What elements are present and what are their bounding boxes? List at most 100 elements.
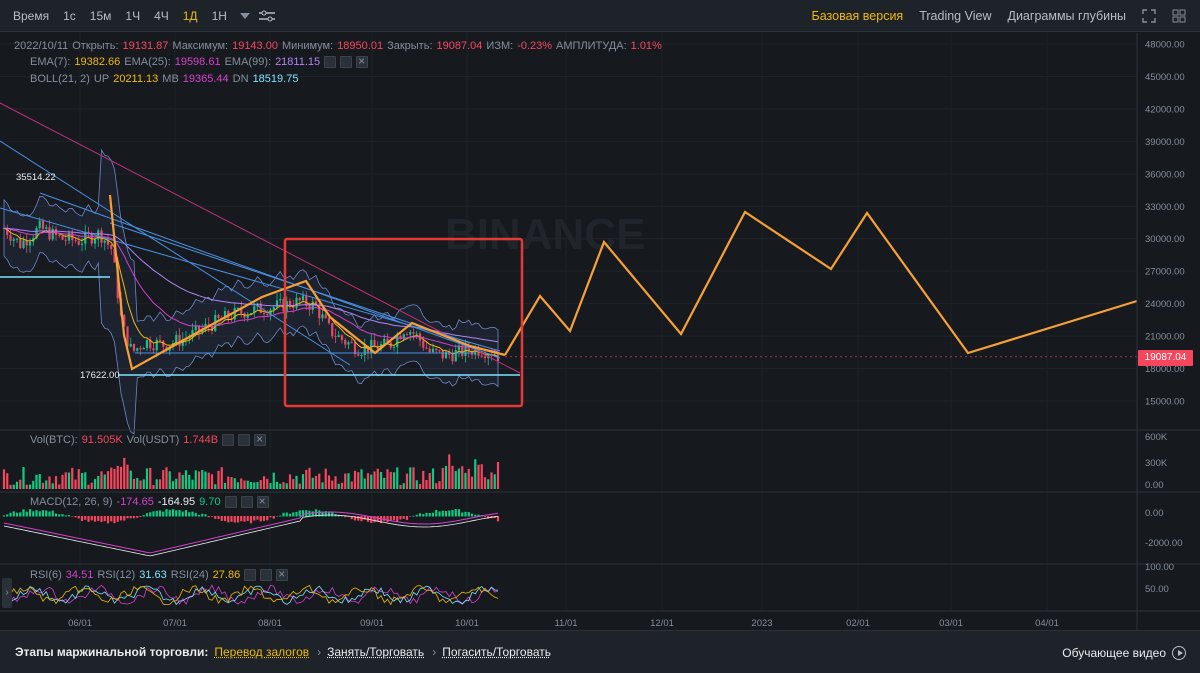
step-repay-trade[interactable]: Погасить/Торговать (442, 645, 551, 659)
macd-histogram-bar (175, 510, 177, 516)
macd-histogram-bar (6, 514, 8, 516)
volume-bar (279, 484, 281, 489)
volume-bar (338, 484, 340, 489)
volume-bar (217, 471, 219, 489)
volume-bar (468, 469, 470, 489)
eye-icon[interactable] (244, 569, 256, 581)
macd-histogram-bar (471, 514, 473, 517)
macd-hist-value: 9.70 (199, 496, 220, 508)
view-tradingview[interactable]: Trading View (911, 0, 999, 32)
eye-icon[interactable] (324, 56, 336, 68)
view-depth[interactable]: Диаграммы глубины (999, 0, 1134, 32)
eye-icon[interactable] (222, 434, 234, 446)
volume-bar (429, 473, 431, 489)
step-transfer-collateral[interactable]: Перевод залогов (214, 645, 309, 659)
macd-histogram-bar (195, 513, 197, 517)
interval-15m[interactable]: 15м (83, 0, 119, 32)
interval-1d[interactable]: 1Д (176, 0, 205, 32)
volume-bar (240, 479, 242, 489)
binance-watermark: BINANCE (445, 210, 645, 259)
volume-bar (269, 483, 271, 489)
vol-btc-label: Vol(BTC): (30, 434, 78, 446)
interval-1h[interactable]: 1Ч (118, 0, 147, 32)
interval-1w[interactable]: 1Н (205, 0, 234, 32)
settings-sliders-icon[interactable] (256, 0, 278, 32)
macd-histogram-bar (185, 510, 187, 516)
eye-icon[interactable] (225, 496, 237, 508)
ema99-label: EMA(99): (225, 56, 271, 68)
macd-histogram-bar (191, 512, 193, 517)
view-basic[interactable]: Базовая версия (804, 0, 912, 32)
settings-icon[interactable] (238, 434, 250, 446)
macd-histogram-bar (282, 513, 284, 517)
chevron-down-icon[interactable] (234, 0, 256, 32)
macd-histogram-bar (419, 513, 421, 516)
volume-bar (110, 468, 112, 489)
macd-histogram-bar (71, 516, 73, 517)
expand-icon[interactable] (1134, 0, 1164, 32)
grid-layout-icon[interactable] (1164, 0, 1194, 32)
close-icon[interactable] (356, 56, 368, 68)
close-icon[interactable] (254, 434, 266, 446)
macd-histogram-bar (149, 512, 151, 516)
chevron-right-icon: › (317, 645, 321, 659)
boll-mb-value: 19365.44 (183, 73, 229, 85)
close-icon[interactable] (276, 569, 288, 581)
tutorial-video-link[interactable]: Обучающее видео (1062, 631, 1186, 673)
vol-legend: Vol(BTC): 91.505K Vol(USDT) 1.744B (30, 434, 270, 446)
volume-bar (55, 476, 57, 489)
interval-time[interactable]: Время (6, 0, 56, 32)
price-tick-label: 15000.00 (1145, 397, 1185, 408)
price-tick-label: 48000.00 (1145, 40, 1185, 51)
interval-1s[interactable]: 1с (56, 0, 83, 32)
macd-histogram-bar (188, 512, 190, 516)
chart-area[interactable]: BINANCE 35514.22 17622.00 48000.00 45000.0… (0, 33, 1200, 630)
volume-bar (422, 471, 424, 489)
collapse-panel-handle[interactable]: › (2, 578, 12, 608)
close-icon[interactable] (257, 496, 269, 508)
macd-histogram-bar (169, 510, 171, 516)
volume-bar (328, 475, 330, 489)
settings-icon[interactable] (260, 569, 272, 581)
interval-4h[interactable]: 4Ч (147, 0, 176, 32)
macd-histogram-bar (97, 516, 99, 521)
macd-histogram-bar (292, 512, 294, 516)
macd-histogram-bar (393, 516, 395, 520)
volume-bar (432, 468, 434, 489)
step-borrow-trade[interactable]: Занять/Торговать (327, 645, 424, 659)
volume-bar (364, 479, 366, 489)
volume-bar (130, 471, 132, 489)
macd-histogram-bar (16, 513, 18, 517)
volume-bar (26, 485, 28, 489)
volume-bar (29, 485, 31, 489)
macd-histogram-bar (360, 516, 362, 521)
volume-bar (406, 474, 408, 489)
volume-bar (175, 479, 177, 489)
macd-histogram-bar (48, 512, 50, 517)
macd-histogram-bar (52, 511, 54, 517)
settings-icon[interactable] (340, 56, 352, 68)
volume-bar (87, 485, 89, 489)
vol-usdt-value: 1.744B (183, 434, 218, 446)
time-tick-label: 07/01 (163, 618, 187, 629)
time-tick-label: 12/01 (650, 618, 674, 629)
macd-histogram-bar (13, 511, 15, 516)
volume-bar (61, 475, 63, 489)
change-label: ИЗМ: (486, 40, 513, 52)
volume-bar (126, 465, 128, 489)
settings-icon[interactable] (241, 496, 253, 508)
macd-histogram-bar (468, 512, 470, 516)
macd-histogram-bar (162, 512, 164, 517)
macd-histogram-bar (227, 516, 229, 522)
macd-histogram-bar (240, 516, 242, 521)
price-chart[interactable]: BINANCE 35514.22 17622.00 48000.00 45000.0… (0, 33, 1200, 630)
last-price-tag: 19087.04 (1138, 350, 1193, 366)
macd-tick-label: 0.00 (1145, 508, 1164, 519)
price-tick-label: 45000.00 (1145, 72, 1185, 83)
macd-histogram-bar (247, 516, 249, 521)
rsi6-value: 34.51 (66, 569, 94, 581)
ema99-value: 21811.15 (275, 56, 320, 68)
volume-bar (74, 480, 76, 489)
high-value: 19143.00 (232, 40, 278, 52)
volume-bar (149, 468, 151, 489)
